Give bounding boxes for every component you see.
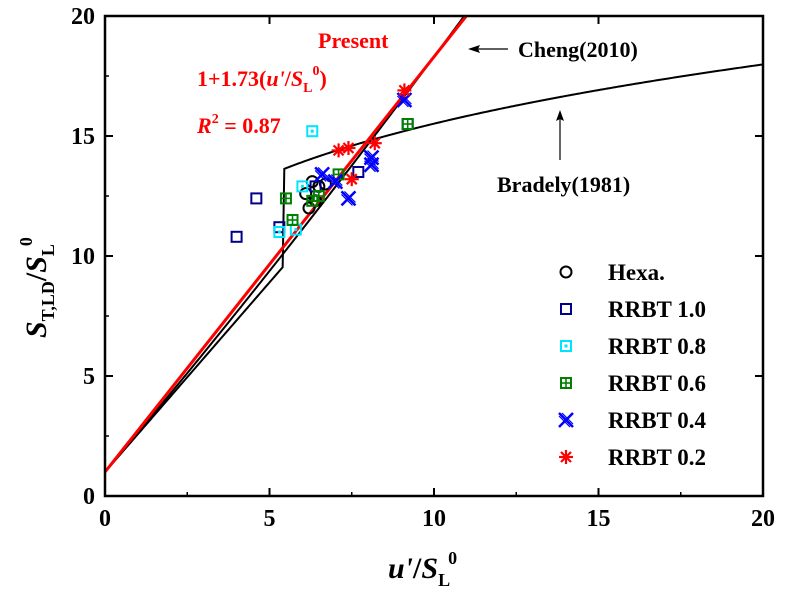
y-tick-label: 20 <box>71 4 95 30</box>
legend-item: RRBT 0.4 <box>558 408 706 433</box>
bradley-arrow <box>556 110 564 160</box>
x-tick-label: 0 <box>99 506 111 532</box>
fit-formula: 1+1.73(u'/SL0) <box>197 64 327 96</box>
cheng-label: Cheng(2010) <box>518 37 638 62</box>
data-point <box>363 156 380 173</box>
data-point <box>341 141 356 155</box>
legend-marker <box>560 377 572 389</box>
data-point <box>327 173 344 190</box>
data-point <box>312 190 325 202</box>
data-point <box>314 166 331 183</box>
data-points <box>230 83 414 243</box>
legend-item: RRBT 0.2 <box>559 445 706 470</box>
x-tick-label: 15 <box>587 506 611 532</box>
legend: Hexa. RRBT 1.0 RRBT 0.8 RRBT 0.6 RRBT 0.4 RRB… <box>558 260 706 470</box>
data-point <box>340 190 357 207</box>
series-rrbt-0-4 <box>314 92 413 207</box>
legend-item: RRBT 0.6 <box>560 371 706 396</box>
x-tick-label: 20 <box>751 506 775 532</box>
legend-label: Hexa. <box>608 260 665 285</box>
plot-area <box>105 16 763 473</box>
legend-item: Hexa. <box>559 260 665 285</box>
series-rrbt-0-2 <box>331 83 412 187</box>
axes: 0 5 10 15 20 0 5 10 15 20 <box>71 4 775 532</box>
data-point <box>230 230 243 243</box>
data-point <box>397 83 412 98</box>
series-rrbt-0-6 <box>279 118 414 226</box>
x-tick-label: 10 <box>422 506 446 532</box>
data-point <box>331 143 346 158</box>
data-point <box>352 166 365 178</box>
legend-label: RRBT 0.4 <box>608 408 706 433</box>
legend-label: RRBT 0.2 <box>608 445 706 470</box>
legend-item: RRBT 0.8 <box>560 334 706 359</box>
legend-item: RRBT 1.0 <box>560 297 706 322</box>
legend-label: RRBT 1.0 <box>608 297 706 322</box>
curves <box>105 16 763 473</box>
data-point <box>344 172 359 187</box>
x-axis-label: u'/SL0 <box>388 548 457 590</box>
y-tick-label: 0 <box>83 484 95 510</box>
data-point <box>401 118 414 130</box>
y-axis-label: ST,LD/SL0 <box>16 237 58 338</box>
data-point <box>302 201 316 215</box>
data-point <box>367 136 382 151</box>
legend-label: RRBT 0.8 <box>608 334 706 359</box>
legend-label: RRBT 0.6 <box>608 371 706 396</box>
y-tick-label: 15 <box>71 124 95 150</box>
bradley-curve <box>105 63 763 473</box>
data-point <box>286 214 299 226</box>
legend-marker <box>560 340 572 352</box>
legend-marker <box>558 412 574 428</box>
data-point <box>306 125 319 138</box>
data-point <box>279 192 292 205</box>
cheng-arrow <box>468 45 508 53</box>
y-tick-label: 10 <box>71 244 95 270</box>
r-squared-label: R2 = 0.87 <box>196 112 281 138</box>
present-label: Present <box>318 28 389 53</box>
bradley-label: Bradely(1981) <box>497 172 630 197</box>
legend-marker <box>559 265 573 279</box>
y-tick-label: 5 <box>83 364 95 390</box>
data-point <box>250 192 263 205</box>
x-tick-label: 5 <box>264 506 276 532</box>
present-fit-curve <box>105 16 469 473</box>
data-point <box>273 226 286 238</box>
legend-marker <box>560 303 572 315</box>
data-point <box>296 180 309 193</box>
legend-marker <box>559 450 573 464</box>
data-point <box>299 187 313 201</box>
